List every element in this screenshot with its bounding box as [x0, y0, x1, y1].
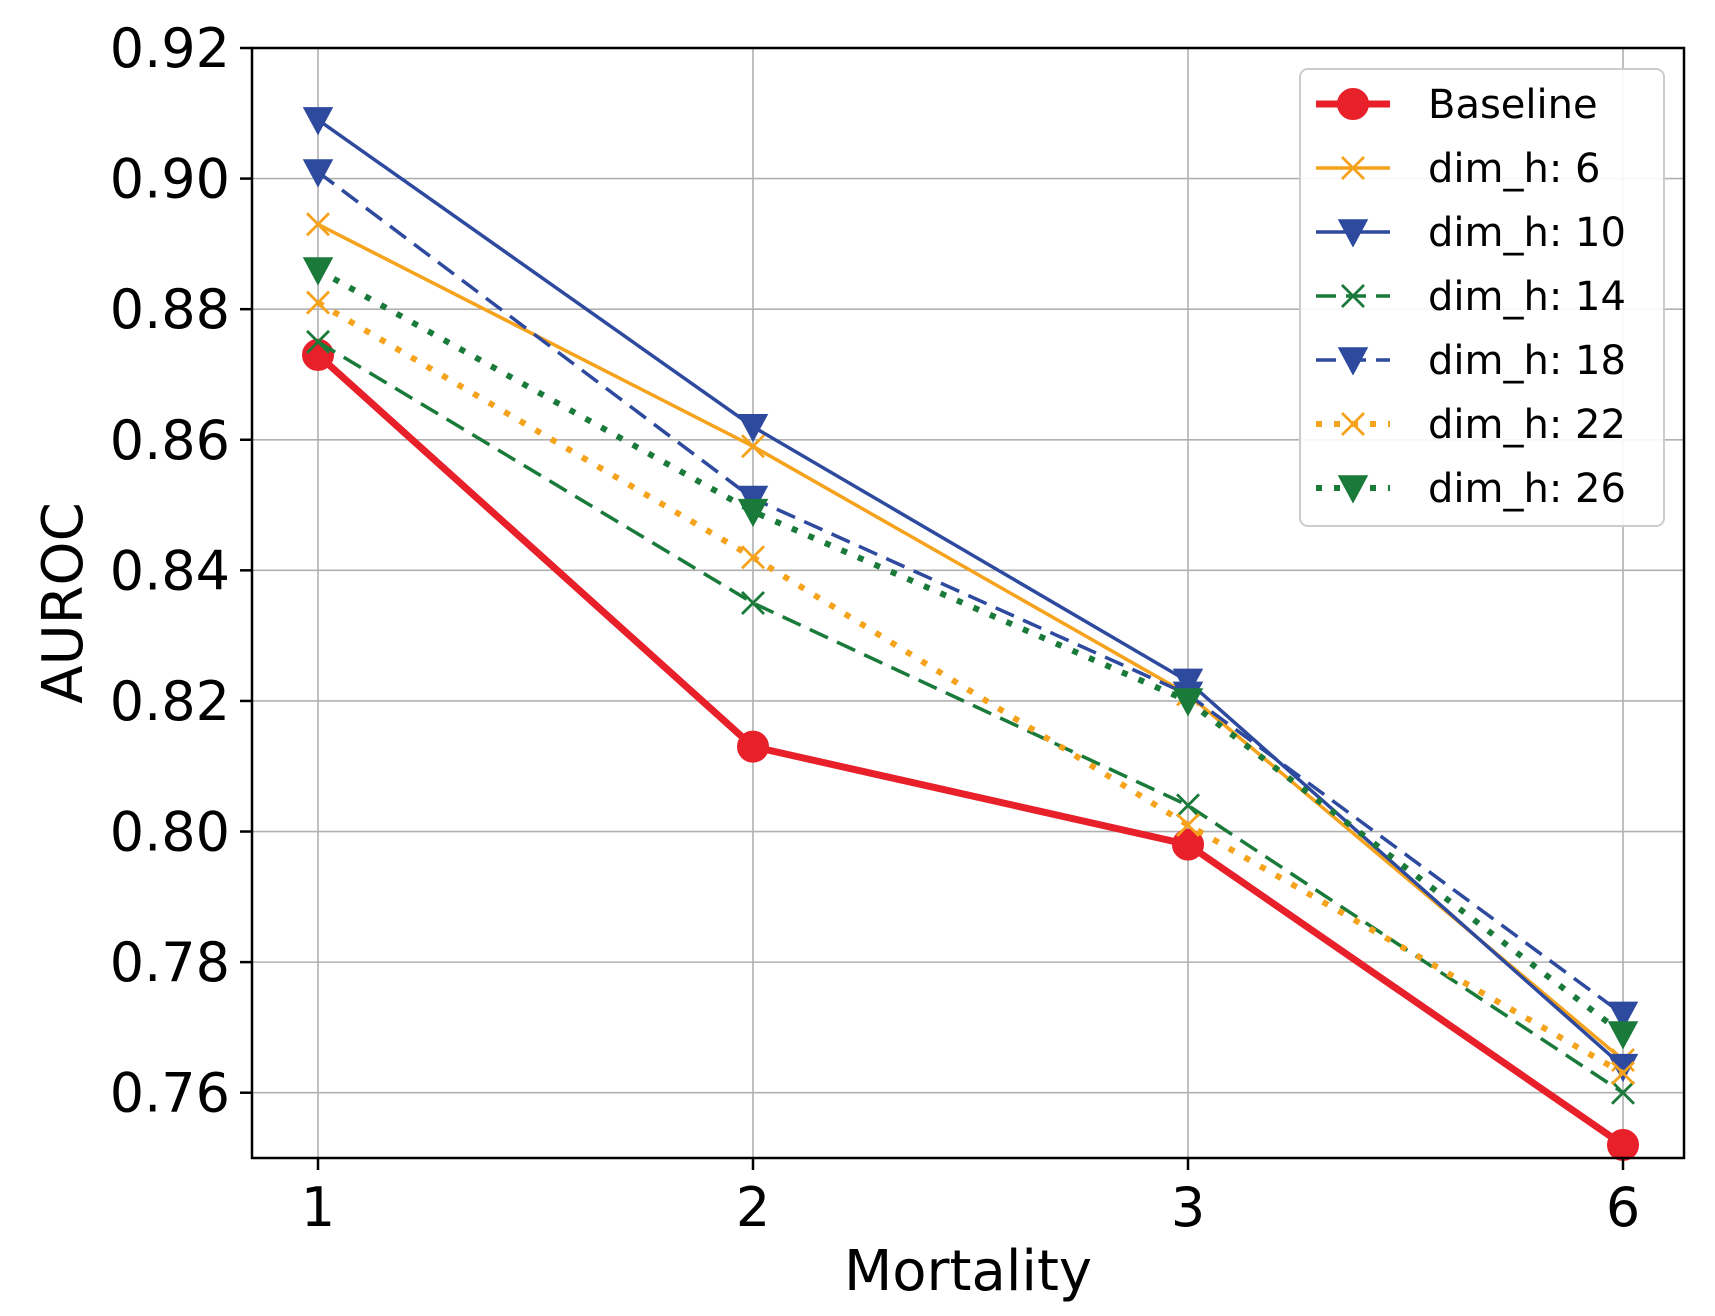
legend-marker: [1341, 284, 1365, 308]
legend-item: dim_h: 26: [1316, 466, 1626, 512]
data-point: [302, 257, 334, 286]
data-point: [1172, 828, 1204, 861]
legend-entries: Baseline dim_h: 6 dim_h: 10 dim_h: 14 dim_h:…: [1316, 82, 1626, 512]
data-point: [1172, 688, 1204, 717]
y-tick-label: 0.86: [110, 409, 230, 472]
legend-item: dim_h: 6: [1316, 146, 1600, 192]
series-6: [302, 257, 1639, 1050]
data-point: [1607, 1128, 1639, 1161]
legend-label: dim_h: 6: [1428, 146, 1600, 192]
data-point: [302, 107, 334, 136]
y-tick-label: 0.80: [110, 801, 230, 864]
data-point: [1607, 1001, 1639, 1030]
legend-item: Baseline: [1316, 82, 1598, 128]
legend-marker: [1337, 475, 1369, 504]
series-lines: [302, 107, 1639, 1161]
data-point: [737, 730, 769, 763]
y-tick-label: 0.82: [110, 670, 230, 733]
data-point: [1176, 813, 1200, 837]
legend-marker: [1337, 88, 1369, 120]
y-tick-label: 0.90: [110, 148, 230, 211]
data-point: [306, 290, 330, 315]
data-point: [302, 159, 334, 188]
data-point: [306, 329, 330, 354]
legend-label: dim_h: 10: [1428, 210, 1626, 256]
legend-item: dim_h: 18: [1316, 338, 1626, 384]
legend-item: dim_h: 22: [1316, 402, 1626, 448]
series-line: [316, 118, 1625, 1068]
data-point: [1611, 1061, 1635, 1086]
y-tick-label: 0.78: [110, 931, 230, 994]
y-tick-label: 0.76: [110, 1062, 230, 1125]
legend-label: Baseline: [1428, 82, 1598, 128]
x-tick-label: 6: [1606, 1176, 1640, 1239]
data-point: [741, 545, 765, 570]
legend: Baseline dim_h: 6 dim_h: 10 dim_h: 14 dim_h:…: [1299, 68, 1665, 527]
data-point: [1611, 1080, 1635, 1105]
data-point: [306, 212, 330, 237]
series-0: [302, 338, 1639, 1161]
legend-item: dim_h: 10: [1316, 210, 1626, 256]
legend-label: dim_h: 14: [1428, 274, 1626, 320]
plot-frame: [250, 46, 1686, 1160]
data-point: [741, 434, 765, 459]
data-point: [1607, 1021, 1639, 1050]
data-point: [302, 338, 334, 371]
series-line: [315, 352, 1625, 1148]
data-point: [737, 413, 769, 443]
legend-label: dim_h: 18: [1428, 338, 1626, 384]
data-point: [741, 591, 765, 615]
series-line: [316, 170, 1625, 1016]
series-line: [316, 267, 1625, 1037]
x-axis-ticks: 1 2 3 6: [301, 1158, 1640, 1239]
x-tick-label: 1: [301, 1176, 335, 1239]
legend-item: dim_h: 14: [1316, 274, 1626, 320]
series-5: [306, 290, 1635, 1086]
x-tick-label: 2: [736, 1176, 770, 1239]
legend-marker: [1341, 156, 1365, 180]
y-tick-label: 0.92: [110, 17, 230, 80]
data-point: [1607, 1053, 1639, 1083]
series-line: [316, 300, 1625, 1076]
y-axis-ticks: 0.76 0.78 0.80 0.82 0.84 0.86 0.88 0.90 0.92: [110, 17, 252, 1125]
legend-marker: [1337, 219, 1369, 248]
y-tick-label: 0.88: [110, 278, 230, 341]
legend-label: dim_h: 26: [1428, 466, 1626, 512]
legend-label: dim_h: 22: [1428, 402, 1626, 448]
legend-marker: [1337, 347, 1369, 376]
data-point: [737, 498, 769, 528]
data-point: [1176, 793, 1200, 818]
x-tick-label: 3: [1171, 1176, 1205, 1239]
legend-frame: [1299, 68, 1665, 527]
legend-marker: [1341, 412, 1365, 436]
y-tick-label: 0.84: [110, 539, 230, 602]
x-axis-label: Mortality: [844, 1239, 1092, 1304]
y-axis-label: AUROC: [31, 502, 96, 703]
